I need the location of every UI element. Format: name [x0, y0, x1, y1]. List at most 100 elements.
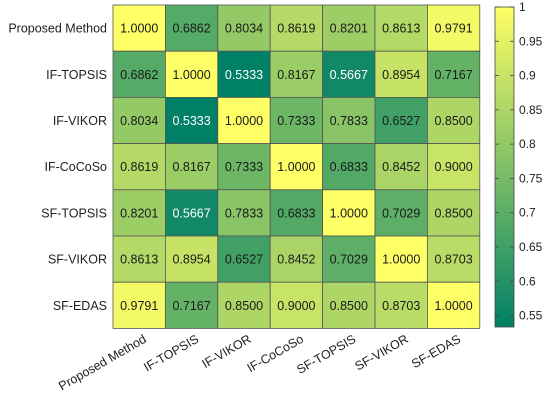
cell-value-label: 1.0000: [382, 253, 420, 267]
heatmap-cell: [164, 97, 219, 145]
cell-value-label: 1.0000: [225, 114, 263, 128]
heatmap-cell: [217, 189, 271, 237]
heatmap-cell: [217, 97, 271, 145]
row-label: IF-VIKOR: [53, 114, 107, 128]
heatmap-cell: [426, 97, 481, 145]
cell-value-label: 0.6862: [120, 68, 158, 82]
column-label: IF-TOPSIS: [141, 332, 201, 375]
column-label: SF-VIKOR: [353, 332, 411, 374]
colorbar-tick-label: 1: [519, 0, 526, 14]
cell-value-label: 0.7333: [225, 160, 263, 174]
row-label: SF-EDAS: [53, 299, 107, 313]
cell-value-label: 0.8619: [277, 22, 315, 36]
cell-value-label: 0.8034: [120, 114, 158, 128]
cell-value-label: 0.5667: [330, 68, 368, 82]
cell-value-label: 0.9000: [434, 160, 472, 174]
cell-value-label: 0.6833: [330, 160, 368, 174]
heatmap-cell: [269, 281, 324, 329]
heatmap-cell: [374, 143, 428, 191]
cell-value-label: 0.8703: [382, 299, 420, 313]
heatmap-cell: [426, 50, 481, 98]
colorbar-ticks: 1 0.95 0.9 0.85 0.8 0.75 0.7 0.65 0.6 0.55: [495, 0, 543, 323]
heatmap-cell: [217, 281, 271, 329]
cell-value-label: 1.0000: [277, 160, 315, 174]
cell-value-label: 0.8500: [225, 299, 263, 313]
cell-value-label: 0.7029: [382, 206, 420, 220]
row-label: SF-VIKOR: [48, 253, 107, 267]
colorbar-tick-label: 0.9: [519, 69, 536, 83]
heatmap-cell: [164, 4, 219, 52]
heatmap-cell: [112, 189, 166, 237]
heatmap-cell: [112, 4, 166, 52]
heatmap-cell: [322, 50, 376, 98]
colorbar: 1 0.95 0.9 0.85 0.8 0.75 0.7 0.65 0.6 0.55: [494, 0, 543, 328]
cell-value-label: 1.0000: [330, 206, 368, 220]
row-label: SF-TOPSIS: [41, 206, 107, 220]
cell-value-label: 0.7333: [277, 114, 315, 128]
cell-value-label: 0.8452: [277, 253, 315, 267]
cell-value-label: 0.9791: [120, 299, 158, 313]
cell-value-label: 0.8619: [120, 160, 158, 174]
cell-value-label: 0.5333: [172, 114, 210, 128]
heatmap-cell: [426, 143, 481, 191]
heatmap-cell: [217, 4, 271, 52]
heatmap-cell: [269, 235, 324, 283]
colorbar-tick-label: 0.85: [519, 103, 543, 117]
cell-value-label: 0.8500: [434, 206, 472, 220]
cell-value-label: 0.8167: [172, 160, 210, 174]
colorbar-tick-label: 0.75: [519, 171, 543, 185]
colorbar-tick-label: 0.7: [519, 206, 536, 220]
cell-value-label: 0.7833: [225, 206, 263, 220]
heatmap-cell: [217, 50, 271, 98]
cell-value-label: 1.0000: [120, 22, 158, 36]
cell-value-label: 0.6862: [172, 22, 210, 36]
heatmap-cell: [426, 235, 481, 283]
heatmap-cells: 1.0000 0.6862 0.8034 0.8619 0.8201 0.8613 0.97…: [112, 4, 481, 329]
heatmap-cell: [322, 97, 376, 145]
heatmap-cell: [112, 143, 166, 191]
colorbar-tick-label: 0.6: [519, 274, 536, 288]
heatmap-cell: [164, 235, 219, 283]
colorbar-tick-label: 0.65: [519, 240, 543, 254]
heatmap-cell: [112, 50, 166, 98]
colorbar-gradient: [494, 6, 515, 328]
cell-value-label: 0.9000: [277, 299, 315, 313]
column-label: SF-EDAS: [409, 332, 463, 371]
row-labels: Proposed Method IF-TOPSIS IF-VIKOR IF-CoCoS…: [8, 22, 107, 313]
colorbar-tick-label: 0.8: [519, 137, 536, 151]
cell-value-label: 0.9791: [434, 22, 472, 36]
heatmap-cell: [164, 143, 219, 191]
cell-value-label: 0.8954: [172, 253, 210, 267]
cell-value-label: 0.8500: [434, 114, 472, 128]
column-label: SF-TOPSIS: [294, 332, 358, 377]
cell-value-label: 0.8034: [225, 22, 263, 36]
cell-value-label: 0.5667: [172, 206, 210, 220]
cell-value-label: 0.8703: [434, 253, 472, 267]
cell-value-label: 0.8954: [382, 68, 420, 82]
heatmap-cell: [112, 235, 166, 283]
cell-value-label: 1.0000: [172, 68, 210, 82]
cell-value-label: 0.7167: [172, 299, 210, 313]
heatmap-cell: [112, 281, 166, 329]
column-label: Proposed Method: [56, 332, 148, 393]
heatmap-cell: [269, 97, 324, 145]
colorbar-tick-label: 0.55: [519, 309, 543, 323]
cell-value-label: 0.7167: [434, 68, 472, 82]
row-label: IF-TOPSIS: [46, 68, 107, 82]
cell-value-label: 0.7029: [330, 253, 368, 267]
heatmap-cell: [374, 281, 428, 329]
column-labels: Proposed MethodIF-TOPSISIF-VIKORIF-CoCoS…: [56, 332, 463, 393]
cell-value-label: 0.8167: [277, 68, 315, 82]
cell-value-label: 0.6527: [382, 114, 420, 128]
heatmap-cell: [426, 281, 481, 329]
cell-value-label: 0.8500: [330, 299, 368, 313]
row-label: Proposed Method: [8, 22, 107, 36]
cell-value-label: 0.8613: [382, 22, 420, 36]
heatmap-cell: [322, 235, 376, 283]
heatmap-cell: [269, 143, 324, 191]
heatmap-cell: [374, 97, 428, 145]
cell-value-label: 0.8452: [382, 160, 420, 174]
cell-value-label: 0.8201: [120, 206, 158, 220]
heatmap-cell: [374, 4, 428, 52]
